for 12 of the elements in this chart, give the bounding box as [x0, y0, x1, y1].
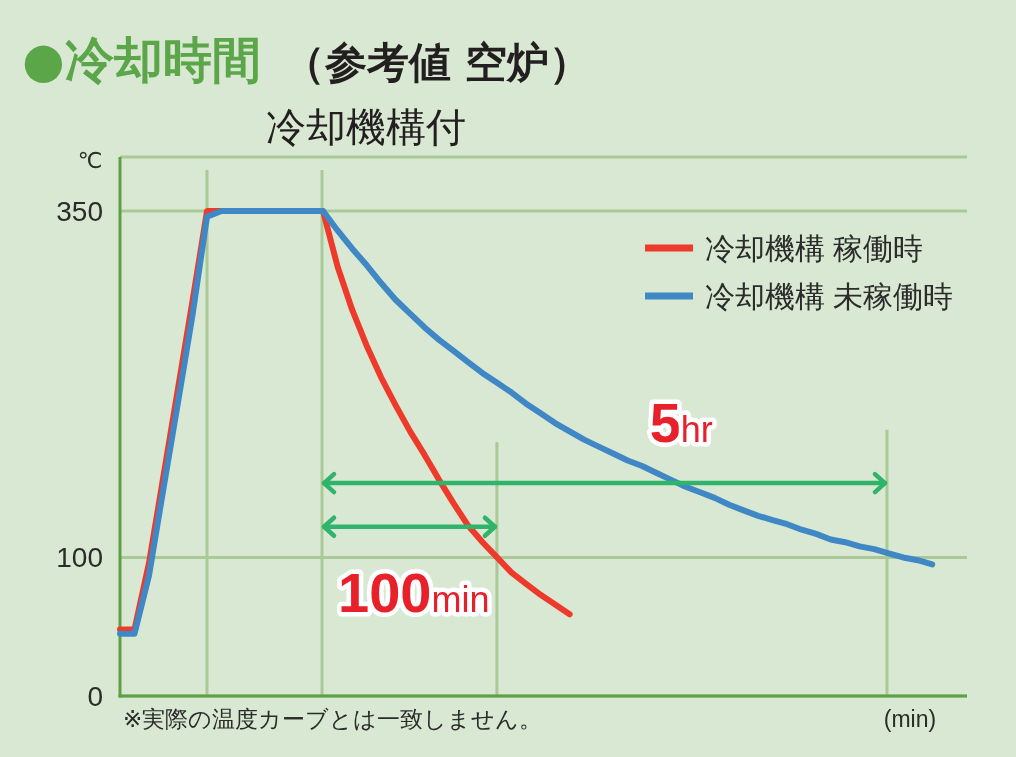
y-tick-label: 350	[56, 195, 103, 227]
annotation: 5hr	[649, 391, 713, 455]
legend-label: 冷却機構 未稼働時	[705, 279, 954, 313]
y-axis-title: ℃	[77, 147, 103, 173]
y-tick-label: 100	[56, 541, 103, 573]
text: ※実際の温度カーブとは一致しません。	[123, 706, 543, 732]
chart-subtitle: 冷却機構付	[266, 105, 466, 149]
legend-label: 冷却機構 稼働時	[705, 231, 924, 265]
x-axis-title: (min)	[883, 706, 937, 732]
chart-title: ●冷却時間 （参考値 空炉）	[22, 32, 592, 89]
annotation: 100min	[338, 560, 490, 624]
y-tick-label: 0	[87, 680, 103, 712]
